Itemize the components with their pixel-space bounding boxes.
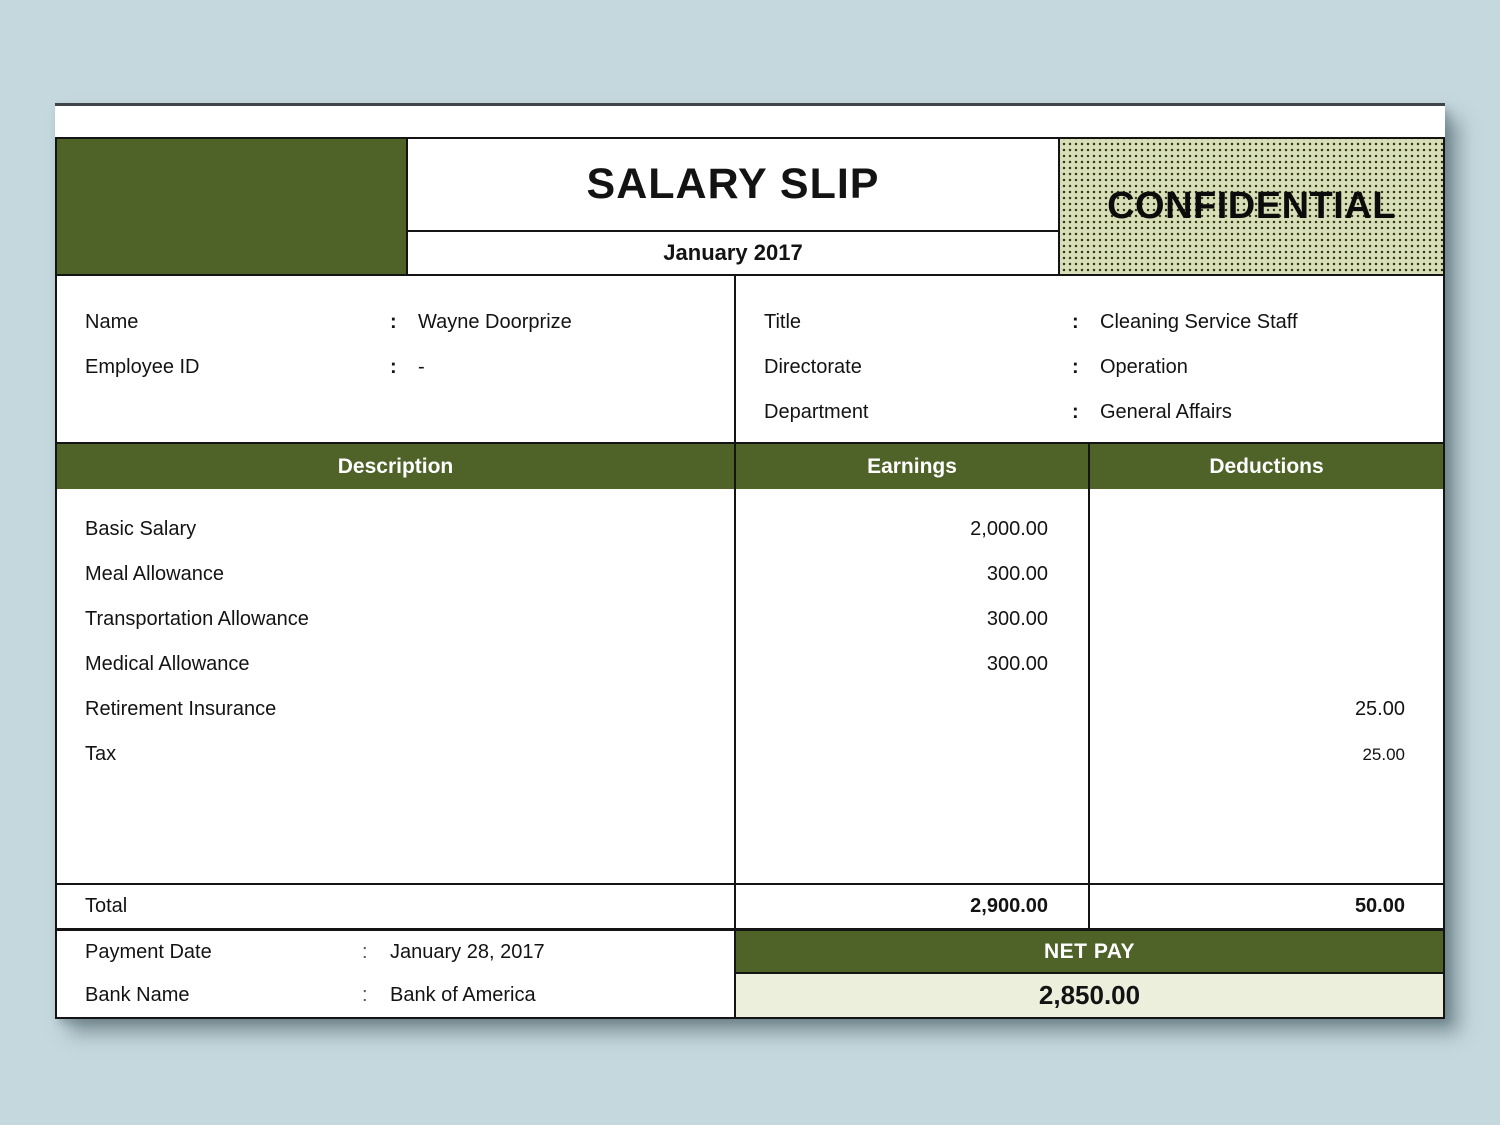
company-logo-block xyxy=(57,139,408,274)
directorate-label: Directorate xyxy=(764,356,862,378)
table-row-description: Basic Salary xyxy=(85,518,197,540)
separator: : xyxy=(362,941,368,963)
separator: : xyxy=(1072,311,1079,333)
payment-date-value: January 28, 2017 xyxy=(390,941,545,963)
table-row-description: Transportation Allowance xyxy=(85,608,309,630)
department-value: General Affairs xyxy=(1100,401,1232,423)
table-row-earnings xyxy=(736,687,1088,732)
payment-date-row: Payment Date : January 28, 2017 xyxy=(85,931,734,974)
confidential-stamp: CONFIDENTIAL xyxy=(1060,139,1443,274)
table-body: Basic Salary Meal Allowance Transportati… xyxy=(57,489,1443,883)
bank-name-row: Bank Name : Bank of America xyxy=(85,974,734,1017)
employee-info-left: Name : Wayne Doorprize Employee ID : - xyxy=(57,276,736,442)
net-pay-value: 2,850.00 xyxy=(736,974,1443,1017)
salary-slip-page: SALARY SLIP January 2017 CONFIDENTIAL Na… xyxy=(55,103,1445,1019)
separator: : xyxy=(362,984,368,1006)
pay-period: January 2017 xyxy=(663,240,803,265)
confidential-label: CONFIDENTIAL xyxy=(1107,185,1396,227)
description-column: Basic Salary Meal Allowance Transportati… xyxy=(57,489,736,883)
net-pay-header: NET PAY xyxy=(736,931,1443,974)
table-row-description: Medical Allowance xyxy=(85,653,250,675)
header-band: SALARY SLIP January 2017 CONFIDENTIAL xyxy=(57,139,1443,274)
title-row: Title : Cleaning Service Staff xyxy=(764,300,1443,345)
directorate-row: Directorate : Operation xyxy=(764,345,1443,390)
name-label: Name xyxy=(85,311,139,333)
total-earnings-value: 2,900.00 xyxy=(736,885,1090,928)
department-row: Department : General Affairs xyxy=(764,390,1443,435)
table-header-row: Description Earnings Deductions xyxy=(57,442,1443,489)
total-label: Total xyxy=(57,885,736,928)
table-row-earnings: 300.00 xyxy=(986,563,1048,585)
separator: : xyxy=(390,356,397,378)
earnings-column: 2,000.00 300.00 300.00 300.00 xyxy=(736,489,1090,883)
table-row-deductions: 25.00 xyxy=(1362,744,1405,764)
table-row-earnings xyxy=(736,732,1088,777)
deductions-column: 25.00 25.00 xyxy=(1090,489,1443,883)
net-pay-block: NET PAY 2,850.00 xyxy=(736,931,1443,1017)
table-row-description: Meal Allowance xyxy=(85,563,224,585)
table-row-deductions xyxy=(1090,507,1443,552)
department-label: Department xyxy=(764,401,869,423)
separator: : xyxy=(1072,356,1079,378)
payment-date-label: Payment Date xyxy=(85,941,212,963)
table-row-deductions xyxy=(1090,597,1443,642)
deductions-column-header: Deductions xyxy=(1209,454,1324,478)
table-row-earnings: 300.00 xyxy=(986,653,1048,675)
title-label: Title xyxy=(764,311,802,333)
total-deductions-value: 50.00 xyxy=(1354,895,1405,917)
total-row: Total 2,900.00 50.00 xyxy=(57,883,1443,931)
employee-info-right: Title : Cleaning Service Staff Directora… xyxy=(736,276,1443,442)
table-row-deductions xyxy=(1090,552,1443,597)
employee-id-row: Employee ID : - xyxy=(85,345,734,390)
name-row: Name : Wayne Doorprize xyxy=(85,300,734,345)
title-value: Cleaning Service Staff xyxy=(1100,311,1298,333)
employee-id-label: Employee ID xyxy=(85,356,200,378)
bank-name-value: Bank of America xyxy=(390,984,536,1006)
table-row-description: Retirement Insurance xyxy=(85,698,277,720)
footer-band: Payment Date : January 28, 2017 Bank Nam… xyxy=(57,931,1443,1017)
bank-name-label: Bank Name xyxy=(85,984,190,1006)
name-value: Wayne Doorprize xyxy=(418,311,572,333)
directorate-value: Operation xyxy=(1100,356,1188,378)
payment-info: Payment Date : January 28, 2017 Bank Nam… xyxy=(57,931,736,1017)
salary-slip-sheet: SALARY SLIP January 2017 CONFIDENTIAL Na… xyxy=(55,137,1445,1019)
separator: : xyxy=(1072,401,1079,423)
separator: : xyxy=(390,311,397,333)
table-row-earnings: 2,000.00 xyxy=(970,518,1048,540)
table-row-description: Tax xyxy=(85,743,117,765)
table-row-deductions xyxy=(1090,642,1443,687)
earnings-column-header: Earnings xyxy=(736,444,1090,489)
employee-id-value: - xyxy=(418,356,425,378)
table-row-earnings: 300.00 xyxy=(986,608,1048,630)
title-box: SALARY SLIP January 2017 xyxy=(408,139,1060,274)
table-row-deductions: 25.00 xyxy=(1354,698,1405,720)
description-column-header: Description xyxy=(57,444,736,489)
employee-info-band: Name : Wayne Doorprize Employee ID : - T… xyxy=(57,274,1443,442)
document-title: SALARY SLIP xyxy=(408,139,1058,232)
